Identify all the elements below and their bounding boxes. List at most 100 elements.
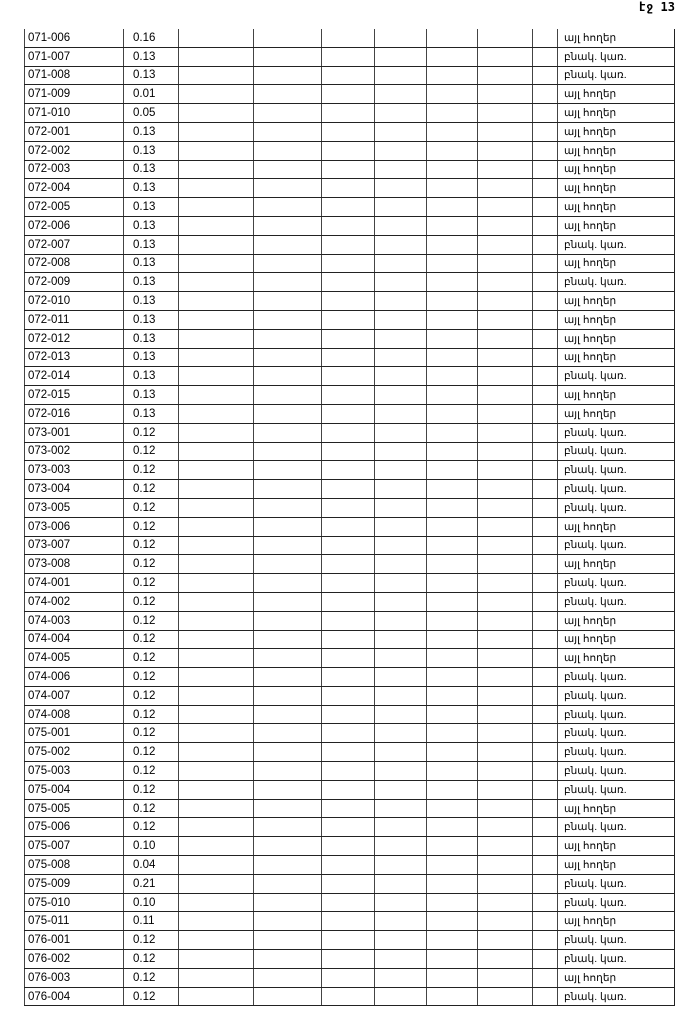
empty-cell bbox=[477, 761, 533, 781]
empty-cell bbox=[477, 517, 533, 537]
parcel-code: 074-001 bbox=[24, 573, 124, 593]
empty-cell bbox=[253, 460, 322, 481]
empty-cell bbox=[532, 987, 558, 1007]
empty-cell bbox=[426, 404, 478, 424]
empty-cell bbox=[426, 648, 478, 669]
empty-cell bbox=[374, 930, 427, 951]
table-row: 074-004 0.12 այլ հողեր bbox=[24, 630, 675, 650]
empty-cell bbox=[374, 686, 427, 706]
empty-cell bbox=[178, 66, 254, 86]
empty-cell bbox=[321, 254, 375, 274]
table-row: 073-006 0.12 այլ հողեր bbox=[24, 517, 675, 537]
empty-cell bbox=[477, 47, 533, 67]
table-row: 073-004 0.12 բնակ. կառ. bbox=[24, 479, 675, 499]
table-row: 074-005 0.12 այլ հողեր bbox=[24, 648, 675, 669]
table-row: 072-001 0.13 այլ հողեր bbox=[24, 122, 675, 142]
area-value: 0.12 bbox=[123, 780, 179, 800]
empty-cell bbox=[477, 235, 533, 255]
empty-cell bbox=[178, 667, 254, 687]
empty-cell bbox=[374, 855, 427, 875]
empty-cell bbox=[374, 836, 427, 857]
empty-cell bbox=[426, 836, 478, 857]
land-category: բնակ. կառ. bbox=[557, 66, 675, 86]
area-value: 0.13 bbox=[123, 272, 179, 293]
land-category: այլ հողեր bbox=[557, 178, 675, 199]
parcel-code: 074-003 bbox=[24, 611, 124, 631]
area-value: 0.12 bbox=[123, 460, 179, 481]
empty-cell bbox=[178, 648, 254, 669]
empty-cell bbox=[477, 366, 533, 387]
empty-cell bbox=[426, 630, 478, 650]
table-row: 072-012 0.13 այլ հողեր bbox=[24, 329, 675, 349]
empty-cell bbox=[178, 122, 254, 142]
empty-cell bbox=[374, 893, 427, 913]
parcel-code: 072-012 bbox=[24, 329, 124, 349]
empty-cell bbox=[321, 723, 375, 744]
empty-cell bbox=[426, 160, 478, 180]
empty-cell bbox=[321, 442, 375, 462]
empty-cell bbox=[532, 366, 558, 387]
parcel-code: 071-010 bbox=[24, 103, 124, 123]
empty-cell bbox=[532, 385, 558, 405]
empty-cell bbox=[253, 968, 322, 988]
land-category: բնակ. կառ. bbox=[557, 705, 675, 725]
empty-cell bbox=[253, 761, 322, 781]
empty-cell bbox=[321, 178, 375, 199]
area-value: 0.21 bbox=[123, 874, 179, 894]
empty-cell bbox=[532, 836, 558, 857]
area-value: 0.12 bbox=[123, 742, 179, 763]
empty-cell bbox=[321, 66, 375, 86]
empty-cell bbox=[532, 949, 558, 969]
empty-cell bbox=[532, 404, 558, 424]
empty-cell bbox=[374, 47, 427, 67]
empty-cell bbox=[477, 554, 533, 575]
empty-cell bbox=[253, 404, 322, 424]
land-category: այլ հողեր bbox=[557, 836, 675, 857]
empty-cell bbox=[321, 310, 375, 330]
area-value: 0.13 bbox=[123, 47, 179, 67]
empty-cell bbox=[374, 103, 427, 123]
empty-cell bbox=[532, 911, 558, 932]
empty-cell bbox=[477, 141, 533, 161]
empty-cell bbox=[253, 254, 322, 274]
parcel-code: 073-007 bbox=[24, 536, 124, 556]
area-value: 0.13 bbox=[123, 141, 179, 161]
empty-cell bbox=[477, 254, 533, 274]
table-row: 076-002 0.12 բնակ. կառ. bbox=[24, 949, 675, 969]
empty-cell bbox=[477, 348, 533, 368]
parcel-code: 075-005 bbox=[24, 799, 124, 819]
table-row: 072-002 0.13 այլ հողեր bbox=[24, 141, 675, 161]
empty-cell bbox=[477, 987, 533, 1007]
empty-cell bbox=[374, 178, 427, 199]
parcel-code: 074-004 bbox=[24, 630, 124, 650]
parcel-code: 076-004 bbox=[24, 987, 124, 1007]
table-row: 074-001 0.12 բնակ. կառ. bbox=[24, 573, 675, 593]
parcel-code: 071-008 bbox=[24, 66, 124, 86]
empty-cell bbox=[374, 348, 427, 368]
empty-cell bbox=[253, 611, 322, 631]
empty-cell bbox=[426, 29, 478, 48]
empty-cell bbox=[253, 29, 322, 48]
empty-cell bbox=[178, 611, 254, 631]
area-value: 0.12 bbox=[123, 611, 179, 631]
empty-cell bbox=[253, 66, 322, 86]
area-value: 0.12 bbox=[123, 498, 179, 518]
table-row: 074-003 0.12 այլ հողեր bbox=[24, 611, 675, 631]
empty-cell bbox=[532, 310, 558, 330]
empty-cell bbox=[426, 348, 478, 368]
empty-cell bbox=[374, 573, 427, 593]
land-category: բնակ. կառ. bbox=[557, 742, 675, 763]
land-category: այլ հողեր bbox=[557, 291, 675, 311]
empty-cell bbox=[178, 836, 254, 857]
empty-cell bbox=[477, 911, 533, 932]
empty-cell bbox=[321, 366, 375, 387]
empty-cell bbox=[253, 592, 322, 612]
parcel-code: 072-006 bbox=[24, 216, 124, 236]
empty-cell bbox=[426, 122, 478, 142]
area-value: 0.12 bbox=[123, 799, 179, 819]
empty-cell bbox=[426, 874, 478, 894]
empty-cell bbox=[178, 987, 254, 1007]
empty-cell bbox=[477, 423, 533, 443]
parcel-code: 075-003 bbox=[24, 761, 124, 781]
empty-cell bbox=[253, 366, 322, 387]
